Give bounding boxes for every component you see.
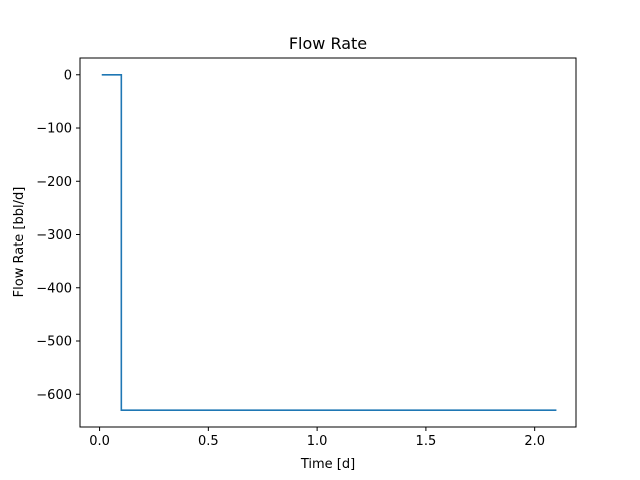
y-tick-label: −300 bbox=[36, 228, 72, 243]
y-axis-label: Flow Rate [bbl/d] bbox=[12, 187, 27, 298]
chart-title: Flow Rate bbox=[289, 34, 367, 53]
x-axis-label: Time [d] bbox=[300, 457, 355, 472]
y-tick-label: 0 bbox=[64, 68, 72, 83]
y-tick-label: −500 bbox=[36, 335, 72, 350]
x-tick-label: 2.0 bbox=[524, 434, 545, 449]
y-tick-label: −400 bbox=[36, 281, 72, 296]
plot-frame bbox=[79, 57, 577, 428]
x-tick-label: 0.5 bbox=[198, 434, 219, 449]
y-tick-label: −100 bbox=[36, 122, 72, 137]
x-tick-label: 0.0 bbox=[89, 434, 110, 449]
plot-area bbox=[101, 73, 557, 412]
x-axis-ticks: 0.0 0.5 1.0 1.5 2.0 bbox=[89, 427, 545, 449]
y-tick-label: −600 bbox=[36, 388, 72, 403]
x-tick-label: 1.5 bbox=[416, 434, 437, 449]
series-line-0 bbox=[101, 73, 557, 412]
y-tick-label: −200 bbox=[36, 175, 72, 190]
x-tick-label: 1.0 bbox=[307, 434, 328, 449]
y-axis-ticks: 0 −100 −200 −300 −400 −500 −600 bbox=[36, 68, 80, 403]
